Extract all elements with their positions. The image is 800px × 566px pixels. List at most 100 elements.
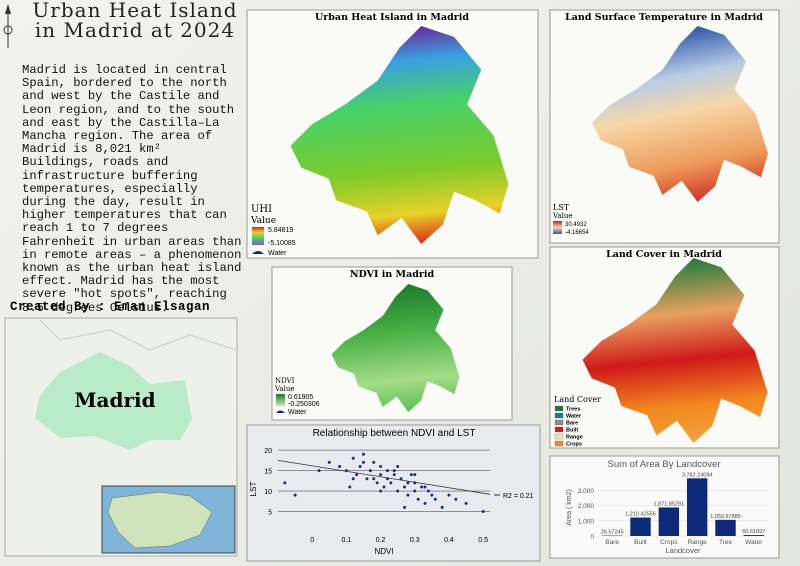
legend-swatch xyxy=(554,426,564,433)
point xyxy=(379,464,383,468)
legend-title: Land Cover xyxy=(554,395,601,404)
point xyxy=(392,469,396,473)
legend-label: Crops xyxy=(566,442,582,448)
point xyxy=(338,464,342,468)
y-tick-label: 5 xyxy=(268,510,272,517)
point xyxy=(420,485,424,489)
point xyxy=(375,481,379,485)
point xyxy=(351,477,355,481)
annotation: R2 = 0.21 xyxy=(503,493,534,500)
point xyxy=(481,510,485,514)
x-tick-label: 0.4 xyxy=(444,537,454,544)
legend-max: 5.84819 xyxy=(268,227,293,234)
legend-swatch xyxy=(554,419,564,426)
value-label: 3,782.24094 xyxy=(682,472,713,478)
point xyxy=(399,477,403,481)
legend-swatch xyxy=(554,433,564,440)
x-tick-label: Tree xyxy=(719,539,733,546)
road xyxy=(39,319,237,351)
legend-swatch xyxy=(554,412,564,419)
x-tick-label: 0 xyxy=(310,537,314,544)
credit: Created By : Eman Elsagan xyxy=(10,300,211,314)
legend-max: 30.4932 xyxy=(565,222,587,228)
madrid-shape xyxy=(35,352,192,450)
y-axis-label: Area ( km2) xyxy=(566,489,573,526)
panel-title: Urban Heat Island in Madrid xyxy=(315,12,469,23)
x-tick-label: Water xyxy=(745,539,763,546)
point xyxy=(433,497,437,501)
x-tick-label: 0.3 xyxy=(410,537,420,544)
point xyxy=(355,473,359,477)
point xyxy=(293,493,297,497)
point xyxy=(409,473,413,477)
legend-water: Water xyxy=(288,409,307,416)
description: Madrid is located in central Spain, bord… xyxy=(22,63,244,315)
legend-title: UHI xyxy=(251,204,272,215)
chart-title: Sum of Area By Landcover xyxy=(607,459,720,470)
point xyxy=(317,469,321,473)
x-axis-label: NDVI xyxy=(374,547,393,556)
water-symbol xyxy=(252,251,264,254)
point xyxy=(396,464,400,468)
point xyxy=(348,485,352,489)
point xyxy=(396,489,400,493)
point xyxy=(423,485,427,489)
value-label: 60.61697 xyxy=(742,529,765,535)
panel-title: Land Cover in Madrid xyxy=(606,249,722,260)
panel-title: Land Surface Temperature in Madrid xyxy=(565,12,763,23)
legend-label: Water xyxy=(566,414,582,420)
point xyxy=(351,456,355,460)
legend-min: -4.16654 xyxy=(565,230,589,236)
locator-label: Madrid xyxy=(74,388,155,412)
value-label: 1,210.42556 xyxy=(625,512,656,518)
legend-min: -0.250306 xyxy=(288,401,320,408)
x-tick-label: Crops xyxy=(660,539,678,546)
bar xyxy=(715,519,736,536)
x-tick-label: Bare xyxy=(605,539,619,546)
point xyxy=(406,481,410,485)
point xyxy=(368,469,372,473)
point xyxy=(385,469,389,473)
legend-max: 0.61905 xyxy=(288,394,313,401)
legend-subtitle: Value xyxy=(250,216,276,226)
value-label: 26.57245 xyxy=(601,530,624,536)
legend-label: Trees xyxy=(566,407,580,413)
point xyxy=(379,489,383,493)
value-label: 1,871.85291 xyxy=(654,501,685,507)
y-tick-label: 1,000 xyxy=(578,518,595,525)
poster-title: Urban Heat Island in Madrid at 2024 xyxy=(32,0,238,42)
iberia xyxy=(107,491,213,549)
y-tick-label: 2,000 xyxy=(578,503,595,510)
x-tick-label: 0.2 xyxy=(376,537,386,544)
legend-label: Bare xyxy=(566,421,578,427)
legend-ramp xyxy=(553,221,562,234)
point xyxy=(413,489,417,493)
point xyxy=(382,485,386,489)
legend-title: NDVI xyxy=(275,377,295,385)
paragraph: Buildings, roads and infrastructure buff… xyxy=(22,155,242,315)
chart-title: Relationship between NDVI and LST xyxy=(313,428,476,439)
legend-label: Built xyxy=(566,428,578,434)
scatter-panel xyxy=(246,424,541,562)
x-tick-label: 0.1 xyxy=(342,537,352,544)
legend-subtitle: Value xyxy=(552,212,572,220)
legend-min: -5.10085 xyxy=(268,240,296,247)
point xyxy=(283,481,287,485)
point xyxy=(392,473,396,477)
point xyxy=(430,493,434,497)
bar xyxy=(630,517,651,536)
water-symbol xyxy=(276,410,285,413)
legend-title: LST xyxy=(553,203,570,212)
legend-subtitle: Value xyxy=(274,385,294,393)
x-tick-label: 0.5 xyxy=(478,537,488,544)
legend-ramp xyxy=(276,394,285,406)
point xyxy=(365,477,369,481)
point xyxy=(406,493,410,497)
x-axis-label: Landcover xyxy=(665,546,701,555)
point xyxy=(361,452,365,456)
point xyxy=(372,477,376,481)
point xyxy=(454,497,458,501)
y-axis-label: LST xyxy=(249,482,258,497)
y-tick-label: 20 xyxy=(264,448,272,455)
